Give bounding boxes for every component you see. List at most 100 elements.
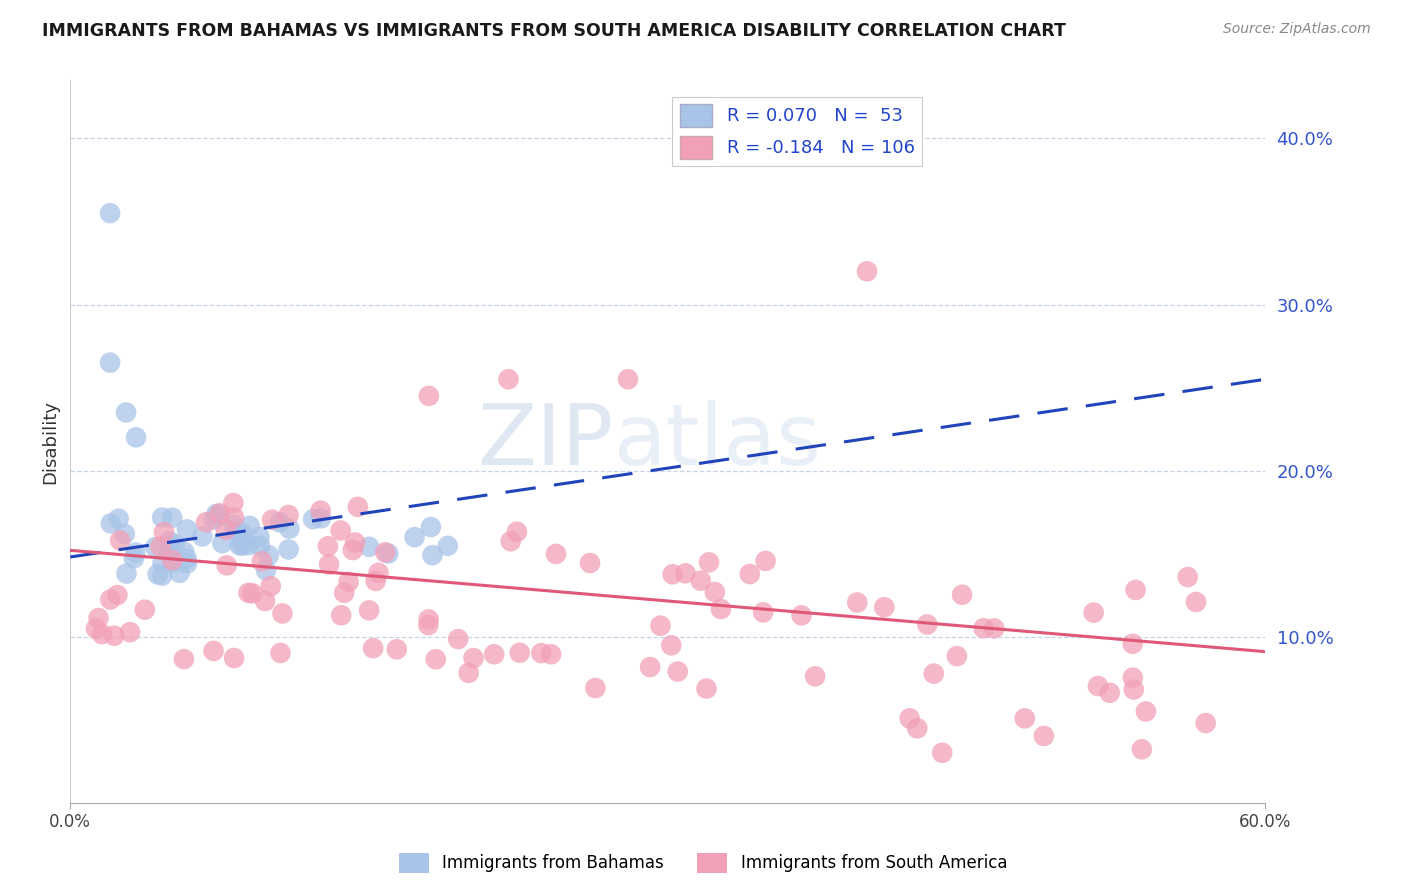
- Point: [228, 538, 250, 552]
- Point: [270, 646, 292, 660]
- Point: [98, 206, 121, 220]
- Point: [418, 618, 440, 632]
- Point: [361, 641, 384, 656]
- Point: [162, 555, 184, 569]
- Point: [159, 534, 181, 549]
- Point: [617, 372, 640, 386]
- Point: [579, 556, 602, 570]
- Legend: R = 0.070   N =  53, R = -0.184   N = 106: R = 0.070 N = 53, R = -0.184 N = 106: [672, 96, 922, 167]
- Point: [98, 356, 121, 370]
- Point: [385, 642, 408, 657]
- Point: [499, 534, 522, 549]
- Point: [152, 556, 174, 570]
- Point: [905, 721, 928, 735]
- Point: [208, 508, 231, 523]
- Text: IMMIGRANTS FROM BAHAMAS VS IMMIGRANTS FROM SOUTH AMERICA DISABILITY CORRELATION : IMMIGRANTS FROM BAHAMAS VS IMMIGRANTS FR…: [42, 22, 1066, 40]
- Point: [173, 545, 195, 559]
- Point: [242, 586, 264, 600]
- Point: [309, 503, 332, 517]
- Point: [145, 540, 167, 554]
- Point: [176, 523, 198, 537]
- Point: [271, 607, 294, 621]
- Point: [377, 547, 399, 561]
- Point: [277, 542, 299, 557]
- Point: [917, 617, 939, 632]
- Point: [946, 649, 969, 664]
- Point: [337, 574, 360, 589]
- Point: [1014, 711, 1036, 725]
- Point: [973, 621, 995, 635]
- Point: [202, 644, 225, 658]
- Point: [84, 622, 107, 636]
- Point: [506, 524, 529, 539]
- Point: [1135, 705, 1157, 719]
- Point: [191, 529, 214, 543]
- Point: [150, 568, 173, 582]
- Point: [540, 647, 562, 661]
- Point: [346, 500, 368, 514]
- Point: [250, 554, 273, 568]
- Point: [530, 646, 553, 660]
- Point: [87, 611, 110, 625]
- Point: [804, 669, 827, 683]
- Point: [661, 567, 683, 582]
- Point: [659, 638, 682, 652]
- Point: [239, 519, 262, 533]
- Point: [254, 563, 277, 577]
- Point: [330, 608, 353, 623]
- Point: [146, 567, 169, 582]
- Point: [638, 660, 661, 674]
- Point: [153, 525, 176, 540]
- Point: [222, 510, 245, 524]
- Point: [124, 545, 146, 559]
- Point: [755, 554, 778, 568]
- Point: [226, 524, 249, 538]
- Point: [134, 602, 156, 616]
- Point: [846, 595, 869, 609]
- Point: [269, 516, 291, 530]
- Point: [249, 539, 271, 553]
- Point: [215, 558, 238, 573]
- Text: Source: ZipAtlas.com: Source: ZipAtlas.com: [1223, 22, 1371, 37]
- Point: [873, 600, 896, 615]
- Point: [222, 496, 245, 510]
- Point: [950, 588, 973, 602]
- Point: [176, 551, 198, 566]
- Point: [238, 538, 260, 552]
- Point: [103, 629, 125, 643]
- Point: [173, 652, 195, 666]
- Point: [697, 555, 720, 569]
- Point: [418, 389, 440, 403]
- Point: [222, 518, 245, 533]
- Point: [374, 545, 396, 559]
- Point: [260, 579, 283, 593]
- Point: [1083, 606, 1105, 620]
- Point: [359, 540, 381, 554]
- Point: [122, 551, 145, 566]
- Point: [316, 539, 339, 553]
- Point: [120, 625, 142, 640]
- Point: [162, 510, 184, 524]
- Point: [1122, 682, 1144, 697]
- Point: [425, 652, 447, 666]
- Point: [1032, 729, 1054, 743]
- Point: [125, 430, 148, 444]
- Point: [149, 540, 172, 554]
- Point: [1125, 582, 1147, 597]
- Point: [1122, 637, 1144, 651]
- Point: [309, 511, 332, 525]
- Point: [695, 681, 717, 696]
- Point: [333, 586, 356, 600]
- Point: [105, 588, 128, 602]
- Point: [666, 665, 689, 679]
- Point: [232, 539, 254, 553]
- Point: [249, 530, 271, 544]
- Point: [1098, 686, 1121, 700]
- Point: [115, 566, 138, 581]
- Point: [162, 553, 184, 567]
- Point: [931, 746, 953, 760]
- Point: [650, 618, 672, 632]
- Legend: Immigrants from Bahamas, Immigrants from South America: Immigrants from Bahamas, Immigrants from…: [392, 847, 1014, 880]
- Point: [1177, 570, 1199, 584]
- Point: [278, 522, 301, 536]
